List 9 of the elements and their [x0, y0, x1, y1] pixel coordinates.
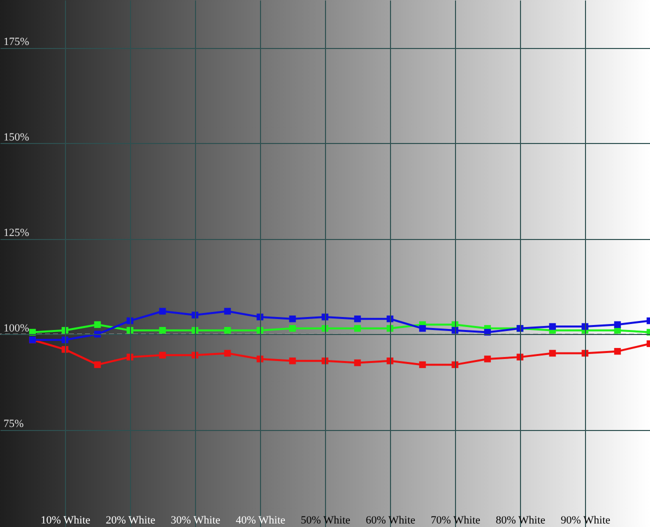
- x-tick-label: 30% White: [170, 514, 220, 526]
- y-tick-label: 125%: [4, 227, 30, 240]
- x-tick-label: 10% White: [40, 514, 90, 526]
- y-tick-label: 100%: [4, 322, 30, 335]
- y-tick-label: 150%: [4, 132, 30, 144]
- y-tick-label: 75%: [4, 418, 24, 430]
- x-tick-label: 40% White: [236, 514, 286, 526]
- y-tick-label: 175%: [4, 36, 30, 48]
- x-tick-label: 20% White: [106, 514, 156, 526]
